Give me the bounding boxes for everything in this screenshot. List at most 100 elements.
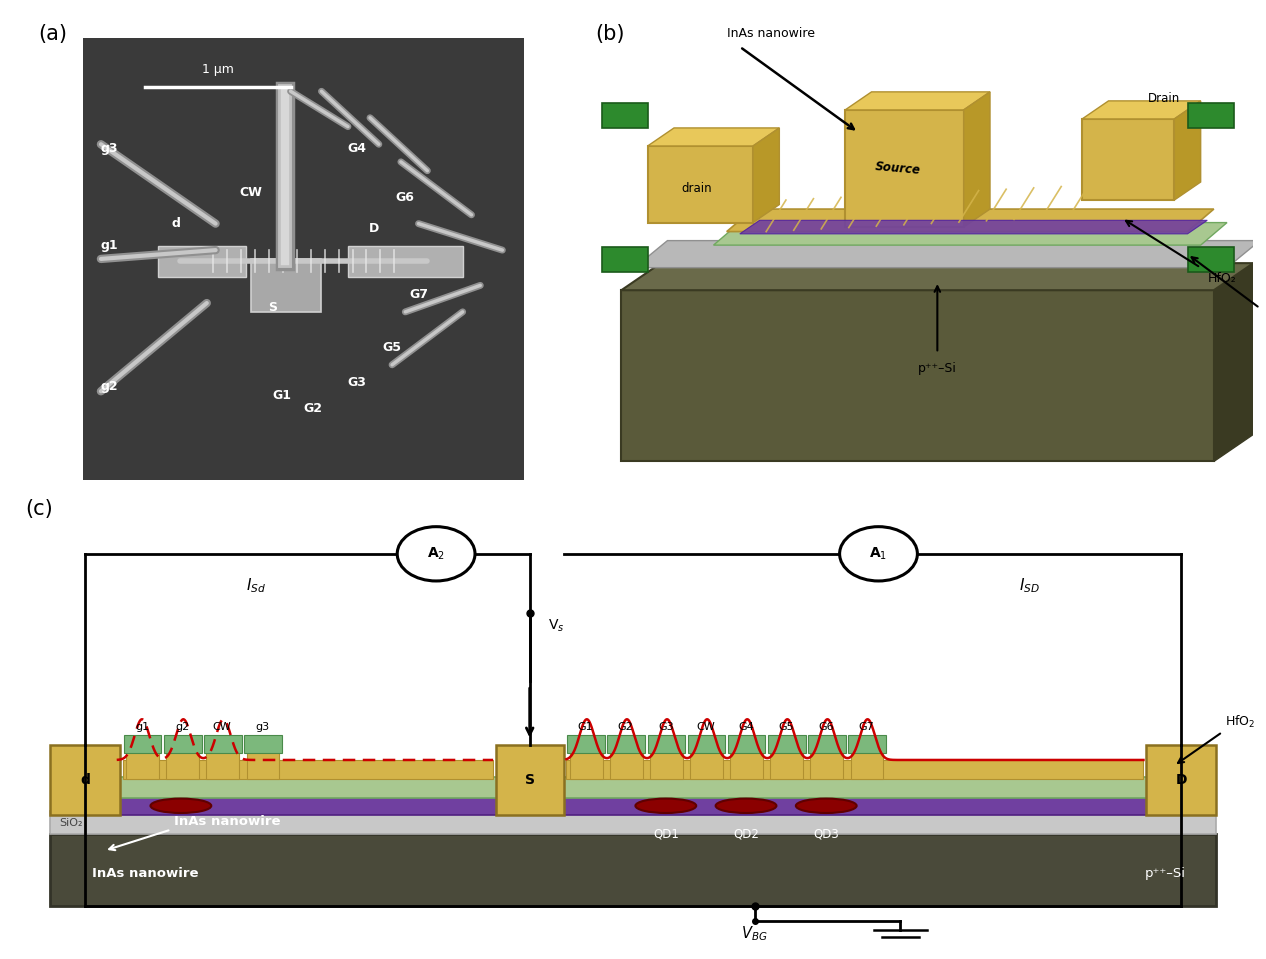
Ellipse shape: [715, 799, 776, 813]
Polygon shape: [622, 291, 1214, 461]
Text: A$_2$: A$_2$: [427, 546, 446, 562]
Text: D: D: [1175, 773, 1188, 787]
Polygon shape: [810, 752, 843, 779]
Polygon shape: [963, 92, 990, 227]
Text: G3: G3: [347, 376, 366, 389]
Text: G7: G7: [858, 722, 875, 732]
Polygon shape: [251, 259, 322, 312]
Polygon shape: [687, 735, 725, 753]
Text: p⁺⁺–Si: p⁺⁺–Si: [918, 363, 957, 375]
Polygon shape: [808, 735, 846, 753]
Text: HfO₂: HfO₂: [1208, 272, 1236, 285]
Polygon shape: [1082, 101, 1200, 119]
Text: G2: G2: [618, 722, 633, 732]
Bar: [1188, 104, 1233, 128]
Text: g2: g2: [101, 381, 119, 393]
Polygon shape: [247, 752, 280, 779]
Text: G1: G1: [272, 389, 291, 402]
Circle shape: [839, 526, 918, 581]
Bar: [1188, 247, 1233, 272]
Polygon shape: [124, 735, 162, 753]
Polygon shape: [49, 745, 120, 815]
Text: 1 μm: 1 μm: [201, 63, 234, 76]
Polygon shape: [204, 735, 242, 753]
Polygon shape: [728, 735, 766, 753]
Ellipse shape: [151, 799, 211, 813]
Text: G7: G7: [409, 288, 428, 301]
Text: $I_{SD}$: $I_{SD}$: [1019, 576, 1039, 596]
Polygon shape: [690, 752, 723, 779]
Text: G5: G5: [779, 722, 794, 732]
Polygon shape: [739, 221, 1208, 234]
Polygon shape: [608, 735, 646, 753]
Text: CW: CW: [239, 186, 262, 199]
Text: G2: G2: [303, 403, 322, 415]
Text: QD1: QD1: [653, 828, 679, 841]
Bar: [601, 104, 648, 128]
Polygon shape: [1146, 745, 1217, 815]
Text: InAs nanowire: InAs nanowire: [92, 867, 199, 880]
Text: CW: CW: [696, 722, 715, 732]
Polygon shape: [714, 222, 1227, 246]
Text: V$_s$: V$_s$: [548, 618, 565, 634]
Text: (a): (a): [38, 24, 67, 44]
Text: G3: G3: [658, 722, 674, 732]
Text: QD3: QD3: [813, 828, 839, 841]
Text: QD2: QD2: [733, 828, 758, 841]
Polygon shape: [127, 752, 160, 779]
Polygon shape: [648, 128, 780, 146]
Polygon shape: [570, 752, 603, 779]
Circle shape: [398, 526, 475, 581]
Polygon shape: [123, 760, 494, 779]
Polygon shape: [1214, 263, 1253, 461]
Polygon shape: [634, 241, 1260, 268]
Polygon shape: [567, 735, 605, 753]
Text: Source: Source: [875, 160, 922, 177]
Polygon shape: [1082, 119, 1175, 200]
Polygon shape: [846, 110, 963, 227]
Text: D: D: [370, 222, 380, 235]
Polygon shape: [163, 735, 201, 753]
Text: $I_{Sd}$: $I_{Sd}$: [246, 576, 266, 596]
Text: g1: g1: [135, 722, 149, 732]
Text: (b): (b): [595, 24, 624, 44]
Polygon shape: [727, 209, 1214, 231]
Text: g3: g3: [256, 722, 270, 732]
Polygon shape: [648, 146, 753, 222]
Polygon shape: [848, 735, 886, 753]
Text: d: d: [80, 773, 90, 787]
Text: (c): (c): [25, 499, 53, 519]
Text: G1: G1: [577, 722, 594, 732]
Text: G6: G6: [396, 191, 415, 203]
Ellipse shape: [796, 799, 857, 813]
Bar: [601, 247, 648, 272]
Polygon shape: [68, 796, 1198, 815]
Polygon shape: [348, 246, 462, 276]
Text: drain: drain: [682, 182, 713, 196]
Text: SiO₂: SiO₂: [60, 818, 82, 828]
Text: g3: g3: [101, 142, 119, 155]
Text: G4: G4: [738, 722, 755, 732]
Text: HfO$_2$: HfO$_2$: [1225, 714, 1256, 731]
Polygon shape: [49, 833, 1217, 906]
Text: S: S: [268, 301, 277, 314]
Text: A$_1$: A$_1$: [870, 546, 887, 562]
Polygon shape: [244, 735, 282, 753]
Text: $V_{BG}$: $V_{BG}$: [742, 924, 767, 944]
Polygon shape: [753, 128, 780, 222]
Text: G4: G4: [347, 142, 366, 155]
Text: Drain: Drain: [1148, 92, 1180, 105]
Polygon shape: [566, 760, 1143, 779]
Polygon shape: [158, 246, 247, 276]
Polygon shape: [622, 263, 1253, 291]
Text: InAs nanowire: InAs nanowire: [727, 27, 815, 40]
Polygon shape: [68, 777, 1198, 798]
Text: d: d: [171, 217, 180, 230]
Polygon shape: [846, 92, 990, 110]
Text: G6: G6: [818, 722, 834, 732]
Polygon shape: [768, 735, 805, 753]
Text: G5: G5: [382, 340, 401, 354]
Text: InAs nanowire: InAs nanowire: [173, 815, 280, 828]
Polygon shape: [610, 752, 643, 779]
Polygon shape: [770, 752, 803, 779]
